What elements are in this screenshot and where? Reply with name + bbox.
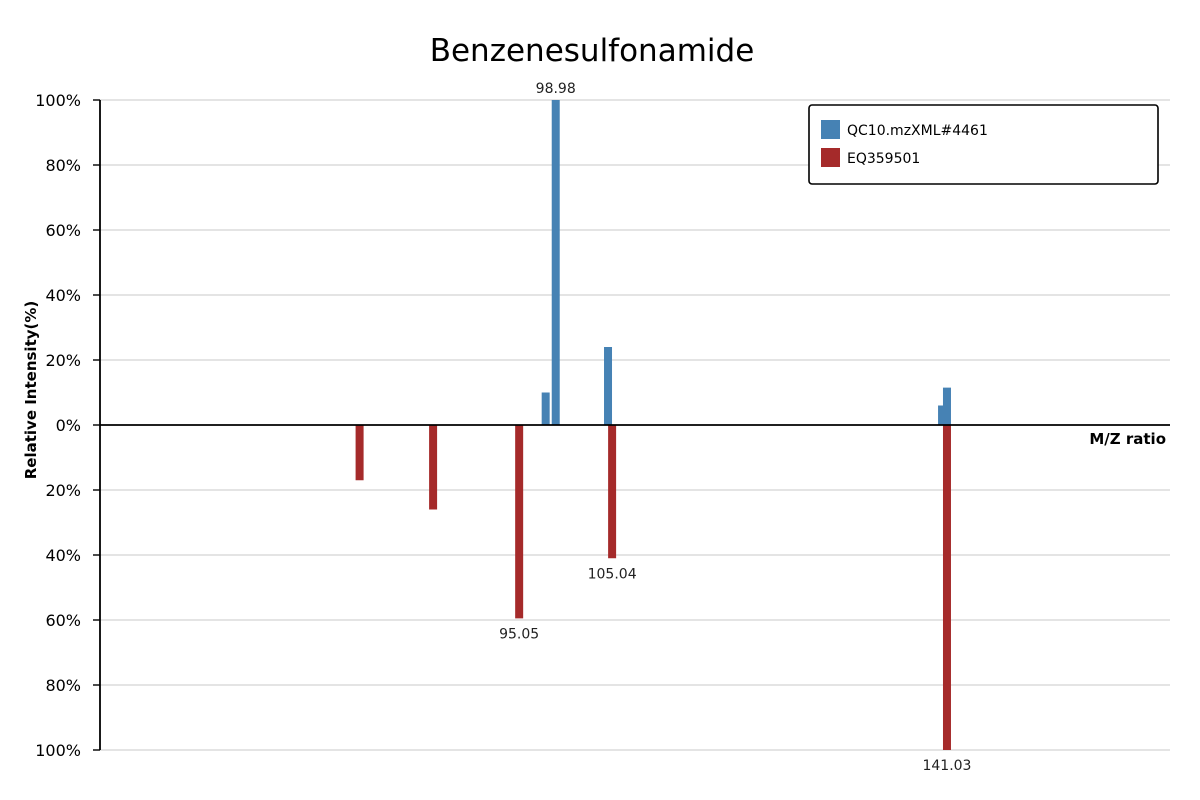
y-axis-title: Relative Intensity(%) [22, 301, 40, 480]
legend-swatch [821, 120, 840, 139]
peak-label: 105.04 [588, 566, 637, 582]
y-tick-label: 60% [45, 611, 81, 630]
legend-swatch [821, 148, 840, 167]
bar-lower [429, 425, 438, 510]
bar-lower [355, 425, 364, 481]
peak-labels: 98.98 95.05 105.04 141.03 [499, 81, 971, 774]
bar-lower [608, 425, 617, 559]
legend-box [808, 104, 1159, 185]
peak-label: 95.05 [499, 626, 539, 642]
y-tick-label: 40% [45, 546, 81, 565]
bar-upper [938, 405, 947, 425]
legend-label: EQ359501 [847, 151, 920, 167]
chart-title: Benzenesulfonamide [430, 33, 755, 69]
y-tick-label: 80% [45, 156, 81, 175]
y-tick-label: 40% [45, 286, 81, 305]
bar-lower [515, 425, 524, 619]
bar-upper [604, 347, 613, 425]
y-tick-label: 100% [35, 741, 81, 760]
legend: QC10.mzXML#4461 EQ359501 [808, 104, 1159, 185]
bar-upper [541, 392, 550, 425]
x-axis-title: M/Z ratio [1089, 430, 1166, 448]
y-tick-label: 80% [45, 676, 81, 695]
legend-label: QC10.mzXML#4461 [847, 123, 988, 139]
y-tick-label: 20% [45, 351, 81, 370]
y-tick-label: 20% [45, 481, 81, 500]
y-tick-label: 100% [35, 91, 81, 110]
grid-lines [100, 99, 1170, 751]
y-tick-label: 60% [45, 221, 81, 240]
bar-upper [942, 387, 951, 425]
bar-upper [551, 100, 560, 425]
y-tick-label: 0% [56, 416, 81, 435]
peak-label: 141.03 [922, 758, 971, 774]
bar-group [355, 100, 951, 750]
axes: 100% 80% 60% 40% 20% 0% 20% 40% 60% 80% 100% [35, 91, 1170, 760]
bar-lower [942, 425, 951, 750]
peak-label: 98.98 [536, 81, 576, 97]
